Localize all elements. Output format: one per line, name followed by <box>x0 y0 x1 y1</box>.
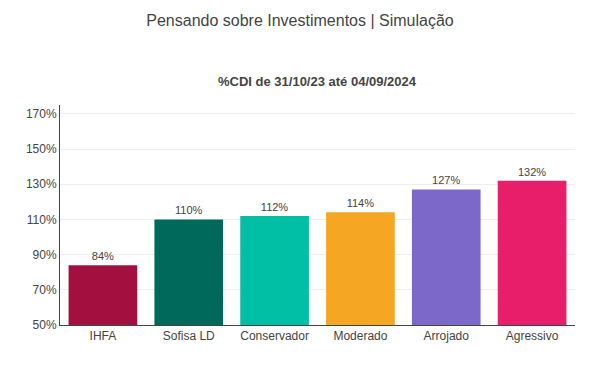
svg-text:127%: 127% <box>432 174 460 186</box>
svg-text:Conservador: Conservador <box>240 329 309 343</box>
svg-text:Moderado: Moderado <box>333 329 387 343</box>
svg-text:112%: 112% <box>261 201 289 213</box>
svg-text:84%: 84% <box>92 250 114 262</box>
svg-text:Pensando sobre Investimentos |: Pensando sobre Investimentos | Simulação <box>146 12 454 29</box>
svg-text:110%: 110% <box>175 204 203 216</box>
svg-text:114%: 114% <box>347 197 375 209</box>
svg-text:150%: 150% <box>26 142 57 156</box>
svg-text:132%: 132% <box>518 166 546 178</box>
svg-text:IHFA: IHFA <box>90 329 117 343</box>
svg-text:Arrojado: Arrojado <box>424 329 470 343</box>
svg-text:110%: 110% <box>27 213 57 227</box>
svg-text:70%: 70% <box>33 283 57 297</box>
svg-text:Agressivo: Agressivo <box>506 329 559 343</box>
svg-text:%CDI de 31/10/23 até 04/09/202: %CDI de 31/10/23 até 04/09/2024 <box>218 74 417 89</box>
svg-text:50%: 50% <box>33 318 57 332</box>
svg-text:Sofisa LD: Sofisa LD <box>163 329 215 343</box>
svg-text:90%: 90% <box>33 248 57 262</box>
svg-text:170%: 170% <box>26 107 57 121</box>
svg-text:130%: 130% <box>26 177 57 191</box>
